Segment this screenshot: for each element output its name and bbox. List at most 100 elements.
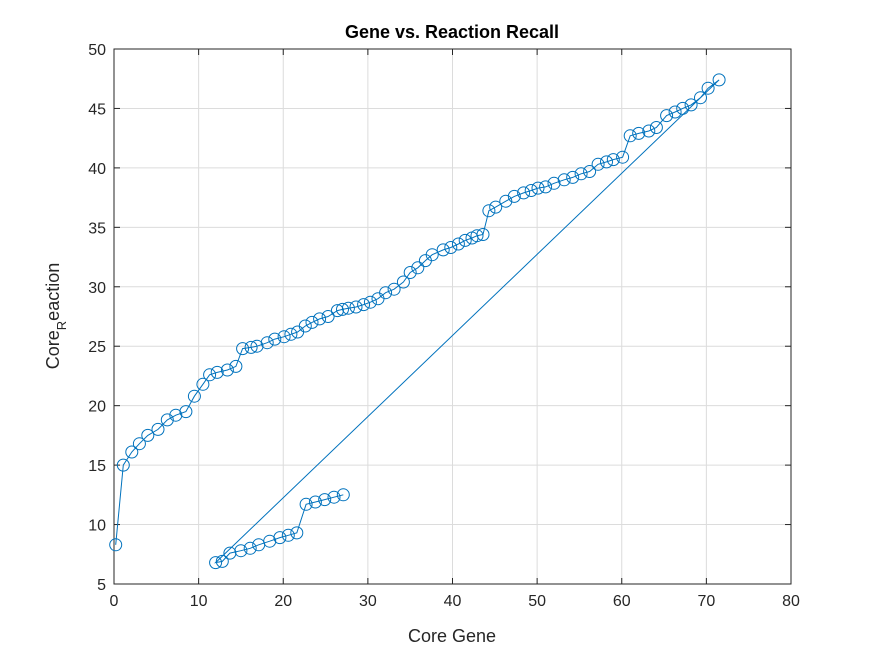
x-tick-labels: 0 10 20 30 40 50 60 70 80 [110,593,800,610]
data-point [436,243,450,257]
data-point [476,228,490,241]
x-tick-label: 60 [613,593,631,610]
data-point [268,332,282,346]
svg-text:CoreReaction: CoreReaction [43,263,69,369]
data-point [336,302,349,316]
x-tick-label: 10 [190,593,208,610]
data-point [125,445,139,459]
data-point [583,165,597,178]
data-point [321,310,335,323]
data-point [684,98,698,112]
data-point [591,157,605,171]
data-point [566,170,580,184]
y-axis-label: CoreReaction [43,263,69,369]
data-point [649,121,663,134]
data-point [517,186,531,200]
y-tick-label: 35 [88,220,106,237]
y-axis-label-main: Core [43,330,63,369]
data-point [109,538,123,552]
data-point [606,153,620,167]
data-point [234,544,248,558]
x-axis-label: Core Gene [408,626,496,646]
data-point [668,105,682,119]
data-point [179,405,193,419]
data-point [411,261,425,275]
data-point [694,91,707,105]
data-point [210,365,224,379]
data-point [327,490,341,504]
data-point [151,422,165,436]
data-point [547,176,561,190]
data-point [341,301,355,315]
data-point [451,237,465,251]
data-point [116,458,130,472]
data-point [642,124,656,138]
data-point [444,241,458,254]
data-point [623,129,637,143]
x-tick-label: 20 [274,593,292,610]
data-point [470,229,484,243]
data-point [539,180,553,194]
data-point [305,315,319,329]
data-point [531,181,545,195]
x-tick-label: 80 [782,593,800,610]
x-tick-label: 50 [528,593,546,610]
data-point [499,194,513,208]
y-tick-label: 10 [88,518,106,535]
data-point [712,73,726,87]
data-point [660,109,674,123]
data-point [220,363,234,377]
x-tick-label: 70 [697,593,715,610]
data-point [524,184,538,197]
series-line [115,79,720,564]
data-point [557,173,571,187]
data-point [313,312,327,326]
y-tick-label: 30 [88,280,106,297]
data-point [229,359,243,373]
data-point [363,295,377,309]
data-point [281,528,295,542]
data-point [169,408,183,422]
data-point [458,233,472,247]
y-tick-label: 5 [97,577,106,594]
data-point [236,342,250,356]
x-tick-label: 40 [444,593,462,610]
y-axis-label-rest: eaction [43,263,63,321]
x-tick-label: 0 [110,593,119,610]
data-point [250,339,264,353]
y-tick-label: 20 [88,399,106,416]
data-point [632,126,646,140]
data-point [273,531,287,545]
data-point [482,204,496,218]
data-point [308,495,322,509]
data-point [141,428,155,442]
data-point [425,248,439,262]
data-point [336,488,350,502]
data-point [243,541,257,555]
data-point [298,319,312,333]
data-point [396,275,410,289]
data-point [489,200,503,214]
x-tick-label: 30 [359,593,377,610]
y-tick-label: 45 [88,101,106,118]
data-point [187,389,201,403]
data-point [203,368,217,382]
data-point [357,298,371,312]
chart-title: Gene vs. Reaction Recall [345,22,559,42]
axes-box [113,48,792,585]
data-point [616,150,630,164]
data-point [379,286,393,300]
y-tick-labels: 5 10 15 20 25 30 35 40 45 50 [88,42,106,594]
data-point [260,336,274,350]
data-point [318,493,332,507]
y-tick-label: 15 [88,458,106,475]
data-point [387,282,401,296]
y-axis-label-subscript: R [54,321,69,330]
data-point [701,81,715,95]
data-point [290,526,304,540]
data-point [299,497,313,511]
data-point [277,330,291,344]
data-point [244,340,258,354]
data-point [676,101,690,115]
